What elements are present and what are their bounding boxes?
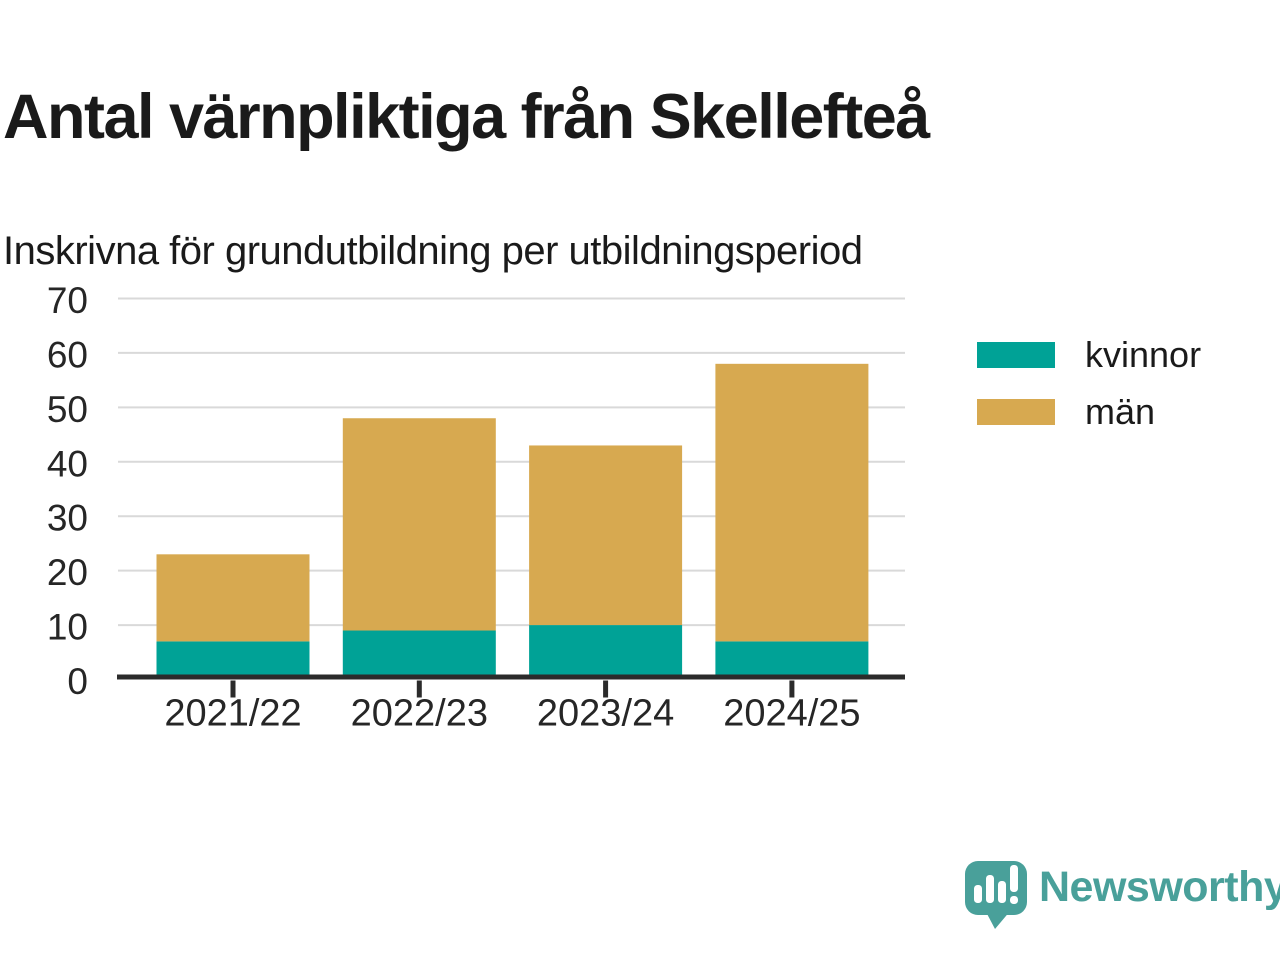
- y-tick-label-0: 0: [67, 661, 88, 702]
- chart-area: 0 10 20 30 40 50 60 70 2021/22 2022/23 2023/24 2024…: [0, 270, 940, 770]
- y-tick-label-20: 20: [47, 552, 88, 593]
- y-tick-label-60: 60: [47, 334, 88, 375]
- bar-kvinnor-2021/22: [156, 641, 310, 680]
- brand-name: Newsworthy: [1039, 863, 1280, 911]
- legend-label-kvinnor: kvinnor: [1085, 334, 1202, 375]
- x-tick-label-2021/22: 2021/22: [164, 693, 301, 735]
- x-tick-label-2023/24: 2023/24: [537, 693, 674, 735]
- bar-chart-speech-bubble-icon: [965, 861, 1027, 929]
- x-tick-label-2022/23: 2022/23: [351, 693, 488, 735]
- legend-label-män: män: [1085, 391, 1156, 432]
- chart-subtitle: Inskrivna för grundutbildning per utbild…: [3, 229, 863, 274]
- chart-title: Antal värnpliktiga från Skellefteå: [3, 82, 930, 153]
- y-tick-label-40: 40: [47, 443, 88, 484]
- y-tick-label-30: 30: [47, 498, 88, 539]
- y-tick-label-50: 50: [47, 389, 88, 430]
- bar-män-2022/23: [342, 418, 496, 631]
- legend-item-män: män: [977, 391, 1201, 432]
- bar-kvinnor-2022/23: [342, 630, 496, 680]
- chart-legend: kvinnor män: [977, 334, 1202, 456]
- bar-män-2024/25: [715, 363, 869, 642]
- legend-swatch-kvinnor: [977, 342, 1055, 368]
- legend-item-kvinnor: kvinnor: [977, 334, 1202, 375]
- y-tick-label-10: 10: [47, 607, 88, 648]
- x-tick-2021/22: [230, 680, 236, 698]
- stacked-bar-chart: 0 10 20 30 40 50 60 70 2021/22 2022/23 2023/24 2024…: [47, 280, 905, 735]
- bar-kvinnor-2023/24: [529, 625, 683, 680]
- x-tick-2023/24: [603, 680, 609, 698]
- bar-män-2023/24: [529, 445, 683, 626]
- x-tick-2024/25: [789, 680, 795, 698]
- x-tick-label-2024/25: 2024/25: [723, 693, 860, 735]
- bar-män-2021/22: [156, 554, 310, 642]
- bar-kvinnor-2024/25: [715, 641, 869, 680]
- brand-logo: Newsworthy: [963, 858, 1280, 934]
- legend-swatch-män: [977, 399, 1055, 425]
- x-tick-2022/23: [416, 680, 422, 698]
- y-tick-label-70: 70: [47, 280, 88, 321]
